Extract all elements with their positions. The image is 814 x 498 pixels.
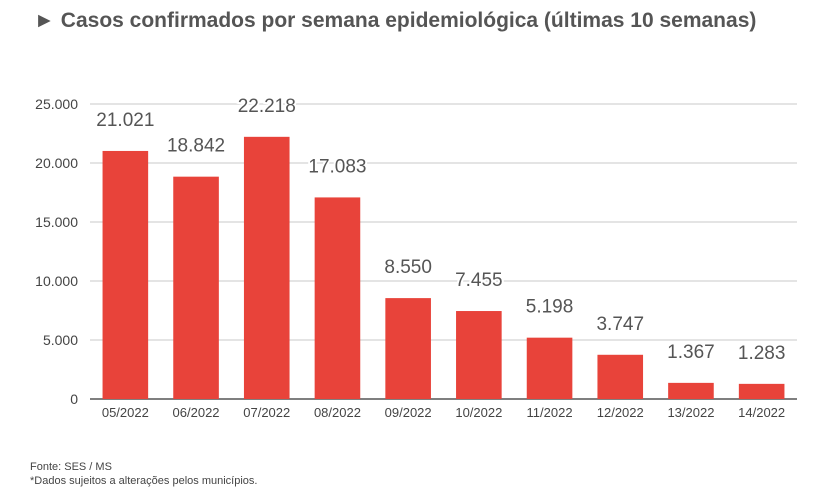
- chart-title-text: Casos confirmados por semana epidemiológ…: [60, 9, 757, 32]
- y-tick-label: 25.000: [35, 96, 78, 112]
- disclaimer-note: *Dados sujeitos a alterações pelos munic…: [30, 475, 258, 487]
- x-tick-label: 07/2022: [243, 405, 290, 420]
- y-tick-label: 20.000: [35, 155, 78, 171]
- y-tick-label: 15.000: [35, 214, 78, 230]
- y-tick-label: 10.000: [35, 273, 78, 289]
- data-label: 1.283: [738, 343, 786, 364]
- x-tick-label: 13/2022: [667, 405, 714, 420]
- bar: [668, 382, 714, 399]
- chart-title: ► Casos confirmados por semana epidemioló…: [34, 9, 756, 33]
- bar: [385, 298, 431, 399]
- data-label: 3.747: [596, 314, 644, 335]
- data-label: 17.083: [308, 156, 366, 177]
- data-label: 5.198: [526, 297, 574, 318]
- bar: [314, 197, 361, 399]
- x-tick-label: 14/2022: [738, 405, 785, 420]
- source-note: Fonte: SES / MS: [30, 461, 112, 473]
- data-label: 21.021: [96, 110, 154, 131]
- bar: [102, 150, 149, 399]
- bar: [173, 176, 219, 399]
- x-tick-label: 09/2022: [385, 405, 432, 420]
- x-tick-label: 06/2022: [173, 405, 220, 420]
- data-label: 1.367: [667, 342, 715, 363]
- y-tick-label: 0: [70, 391, 78, 407]
- bar: [597, 354, 644, 399]
- bar: [243, 136, 290, 399]
- bar: [526, 337, 573, 399]
- x-tick-label: 11/2022: [527, 405, 573, 420]
- x-tick-label: 12/2022: [597, 405, 644, 420]
- title-arrow-icon: ►: [34, 9, 55, 32]
- x-tick-label: 08/2022: [314, 405, 361, 420]
- y-tick-label: 5.000: [43, 332, 78, 348]
- data-label: 7.455: [455, 270, 503, 291]
- bar: [456, 311, 502, 399]
- x-tick-label: 05/2022: [102, 405, 149, 420]
- data-label: 22.218: [238, 96, 296, 117]
- x-tick-label: 10/2022: [455, 405, 502, 420]
- bar: [738, 383, 785, 399]
- data-label: 18.842: [167, 136, 225, 157]
- data-label: 8.550: [384, 257, 432, 278]
